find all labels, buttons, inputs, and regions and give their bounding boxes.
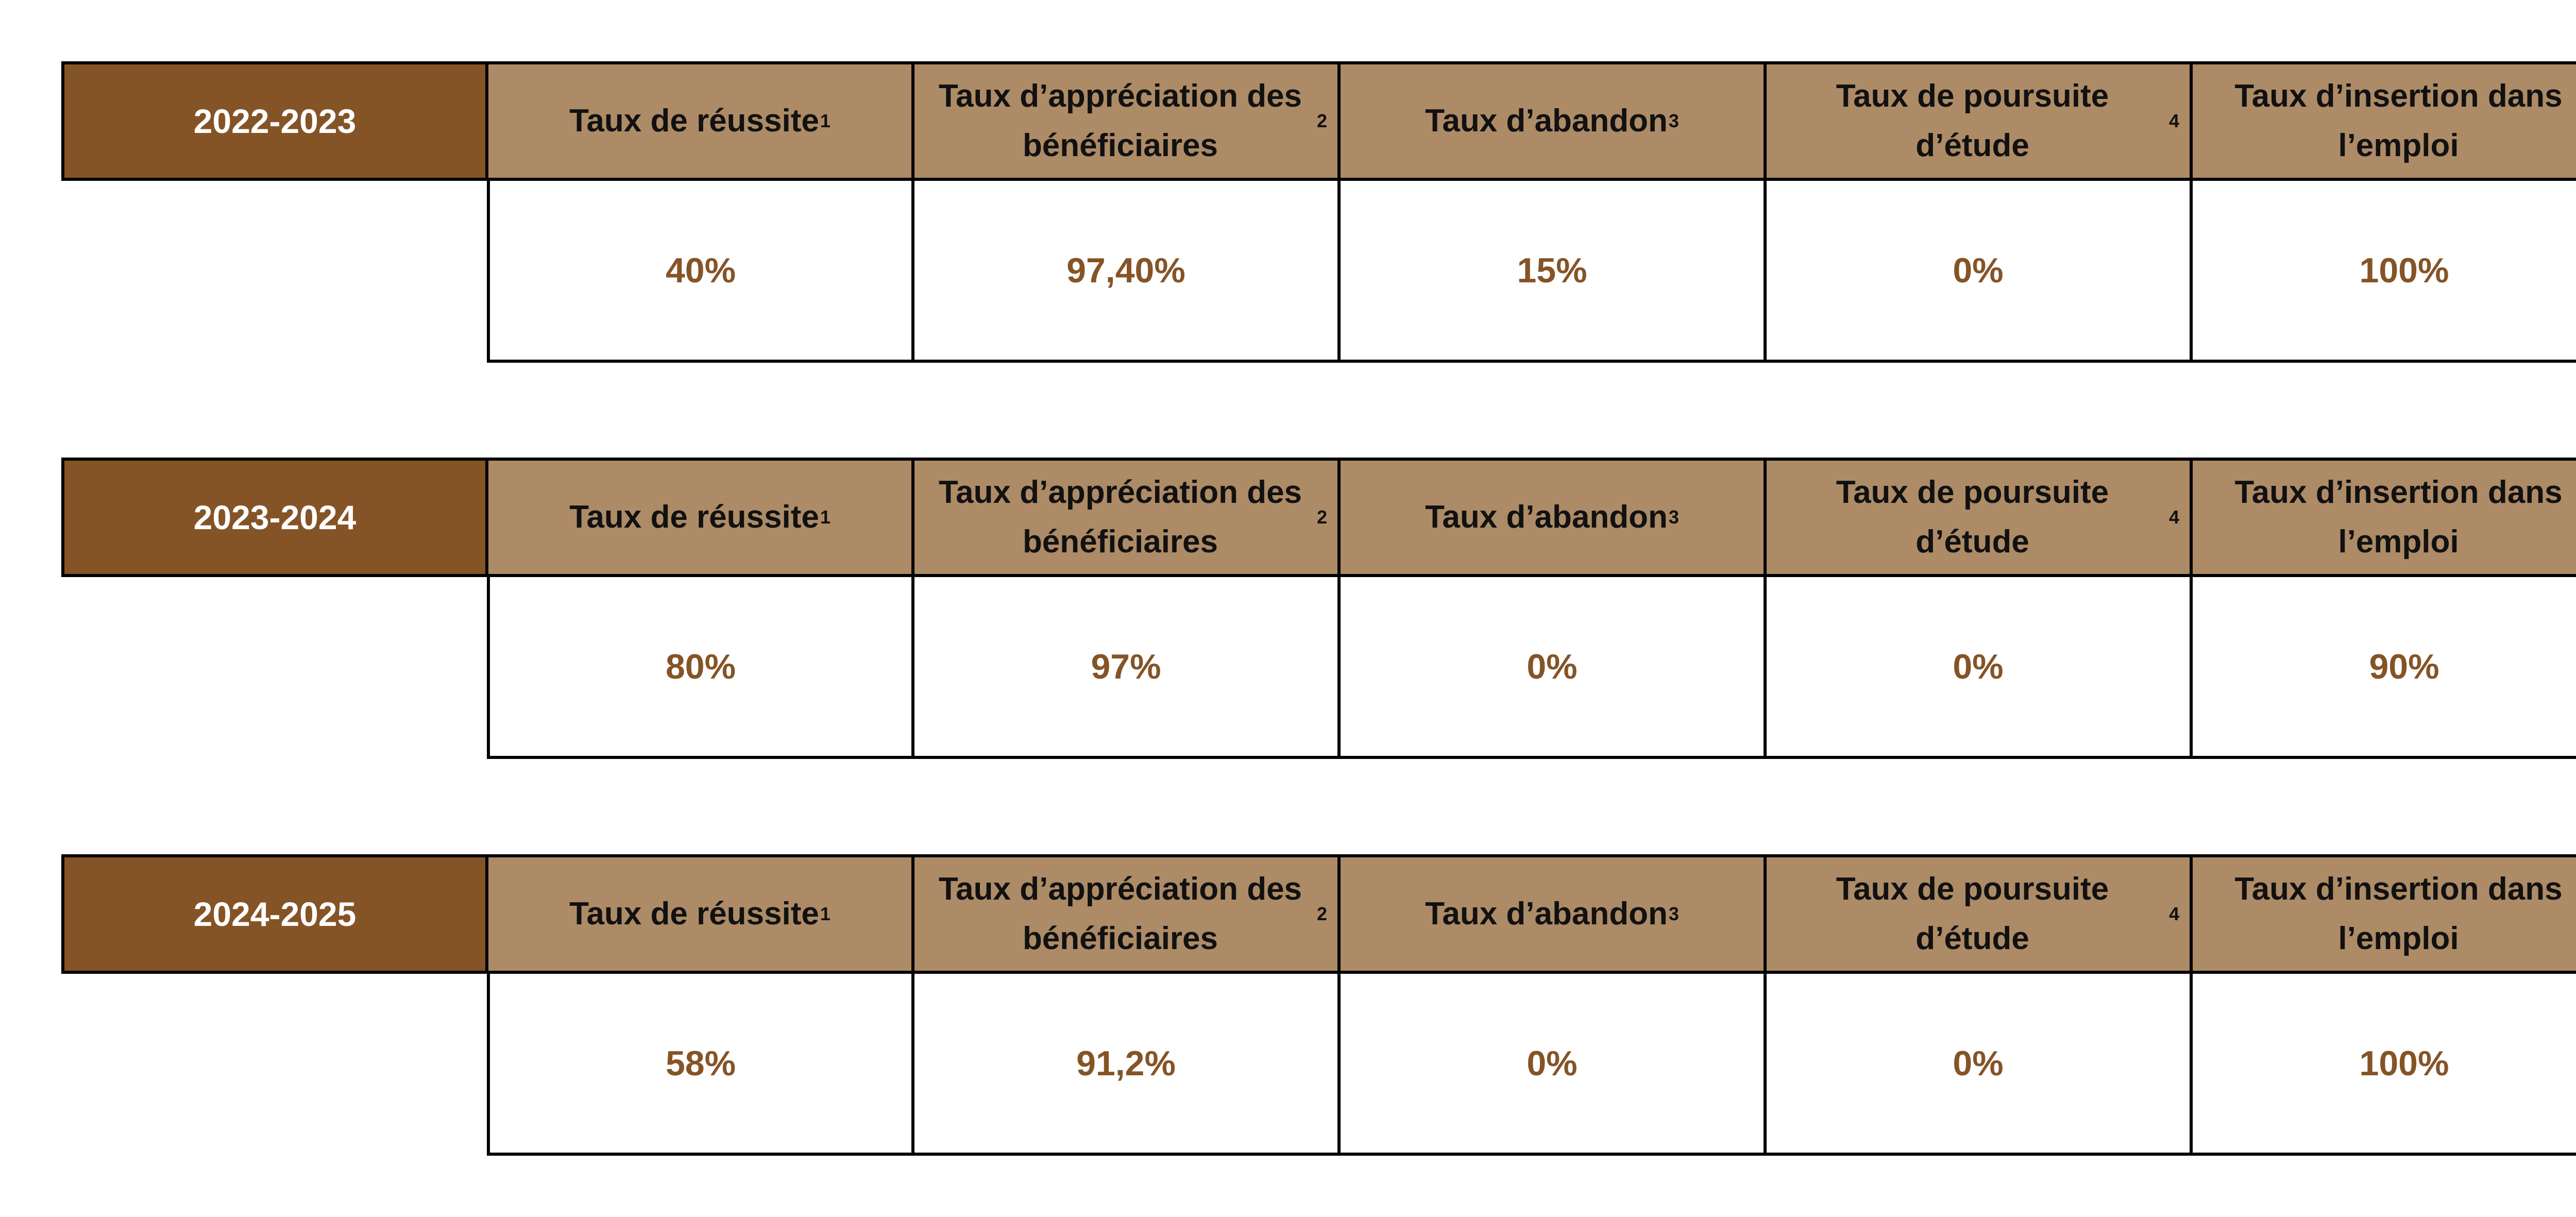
value-row: 40% 97,40% 15% 0% 100% (487, 178, 2576, 363)
value-row: 58% 91,2% 0% 0% 100% (487, 971, 2576, 1156)
value-further-study-rate: 0% (1767, 971, 2193, 1156)
results-table-2023-2024: 2023-2024 Taux de réussite 1 Taux d’appré… (61, 458, 2576, 759)
value-row: 80% 97% 0% 0% 90% (487, 574, 2576, 759)
value-further-study-rate: 0% (1767, 574, 2193, 759)
header-satisfaction-rate: Taux d’appréciation des bénéficiaires 2 (914, 61, 1341, 181)
value-further-study-rate: 0% (1767, 178, 2193, 363)
value-dropout-rate: 15% (1341, 178, 1767, 363)
year-cell: 2023-2024 (61, 458, 488, 577)
year-cell: 2022-2023 (61, 61, 488, 181)
value-employment-rate: 90% (2193, 574, 2576, 759)
value-success-rate: 40% (487, 178, 914, 363)
value-dropout-rate: 0% (1341, 971, 1767, 1156)
year-cell: 2024-2025 (61, 854, 488, 974)
header-row: 2024-2025 Taux de réussite 1 Taux d’appré… (61, 854, 2576, 974)
header-dropout-rate: Taux d’abandon 3 (1341, 61, 1767, 181)
results-table-2022-2023: 2022-2023 Taux de réussite 1 Taux d’appré… (61, 61, 2576, 363)
value-dropout-rate: 0% (1341, 574, 1767, 759)
header-dropout-rate: Taux d’abandon 3 (1341, 458, 1767, 577)
header-dropout-rate: Taux d’abandon 3 (1341, 854, 1767, 974)
header-success-rate: Taux de réussite 1 (488, 458, 914, 577)
results-table-2024-2025: 2024-2025 Taux de réussite 1 Taux d’appré… (61, 854, 2576, 1156)
header-further-study-rate: Taux de poursuite d’étude 4 (1767, 854, 2193, 974)
header-further-study-rate: Taux de poursuite d’étude 4 (1767, 61, 2193, 181)
header-row: 2023-2024 Taux de réussite 1 Taux d’appré… (61, 458, 2576, 577)
header-further-study-rate: Taux de poursuite d’étude 4 (1767, 458, 2193, 577)
header-row: 2022-2023 Taux de réussite 1 Taux d’appré… (61, 61, 2576, 181)
value-employment-rate: 100% (2193, 178, 2576, 363)
header-success-rate: Taux de réussite 1 (488, 854, 914, 974)
header-satisfaction-rate: Taux d’appréciation des bénéficiaires 2 (914, 854, 1341, 974)
header-satisfaction-rate: Taux d’appréciation des bénéficiaires 2 (914, 458, 1341, 577)
value-employment-rate: 100% (2193, 971, 2576, 1156)
value-satisfaction-rate: 97,40% (914, 178, 1341, 363)
value-satisfaction-rate: 97% (914, 574, 1341, 759)
value-success-rate: 58% (487, 971, 914, 1156)
value-success-rate: 80% (487, 574, 914, 759)
header-success-rate: Taux de réussite 1 (488, 61, 914, 181)
value-satisfaction-rate: 91,2% (914, 971, 1341, 1156)
